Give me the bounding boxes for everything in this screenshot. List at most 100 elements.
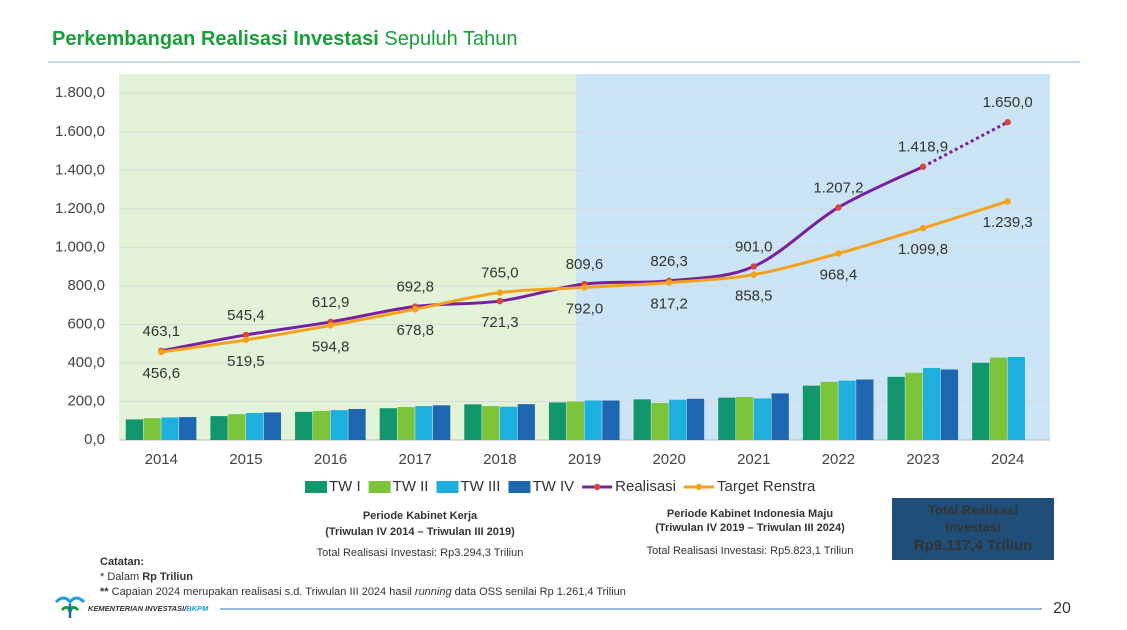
period-range: (Triwulan IV 2014 – Triwulan III 2019) bbox=[325, 526, 515, 538]
y-tick-label: 0,0 bbox=[84, 431, 105, 448]
bar bbox=[686, 398, 705, 440]
legend-label: TW I bbox=[329, 478, 361, 495]
bar bbox=[228, 414, 246, 440]
bar bbox=[379, 408, 397, 440]
value-label: 765,0 bbox=[481, 265, 519, 282]
bar bbox=[923, 367, 941, 440]
logo bbox=[54, 596, 86, 618]
value-label: 1.207,2 bbox=[813, 179, 863, 196]
value-label: 1.099,8 bbox=[898, 241, 948, 258]
note-text: Dalam bbox=[104, 571, 142, 583]
bar bbox=[548, 402, 567, 440]
bar bbox=[820, 381, 838, 440]
marker bbox=[242, 336, 250, 344]
total-amount: Rp9.117,4 Triliun bbox=[914, 537, 1032, 554]
bar bbox=[499, 406, 518, 440]
note: * Dalam Rp Triliun bbox=[100, 571, 193, 583]
y-tick-label: 400,0 bbox=[67, 354, 105, 371]
bar bbox=[312, 410, 331, 440]
marker bbox=[1004, 198, 1011, 205]
legend-label: TW III bbox=[460, 478, 500, 495]
bar bbox=[718, 397, 736, 440]
line bbox=[161, 165, 924, 353]
value-label: 463,1 bbox=[143, 323, 181, 340]
value-label: 594,8 bbox=[312, 338, 350, 355]
title-rest: Sepuluh Tahun bbox=[384, 28, 517, 50]
marker bbox=[750, 271, 757, 278]
bar bbox=[838, 380, 856, 440]
legend-swatch bbox=[436, 481, 459, 493]
marker bbox=[496, 289, 504, 296]
total-label: Total Realisasi bbox=[928, 502, 1018, 517]
x-tick-label: 2015 bbox=[229, 451, 262, 468]
y-tick-label: 800,0 bbox=[67, 277, 105, 294]
y-tick-label: 1.200,0 bbox=[55, 200, 105, 217]
bar bbox=[887, 376, 905, 440]
y-tick-label: 1.400,0 bbox=[55, 161, 105, 178]
period-total: Total Realisasi Investasi: Rp5.823,1 Tri… bbox=[647, 545, 854, 557]
bar bbox=[125, 419, 144, 440]
bar bbox=[856, 379, 874, 440]
marker bbox=[581, 284, 588, 291]
legend-swatch bbox=[508, 481, 531, 493]
bar bbox=[210, 416, 228, 440]
marker bbox=[412, 306, 419, 313]
page-number: 20 bbox=[1053, 600, 1071, 617]
note-mark: ** bbox=[100, 586, 109, 598]
value-label: 1.650,0 bbox=[983, 94, 1033, 111]
bar bbox=[735, 397, 754, 440]
bar bbox=[940, 369, 959, 440]
x-tick-label: 2017 bbox=[399, 451, 432, 468]
bar bbox=[348, 408, 366, 440]
bar bbox=[397, 407, 415, 440]
period-background bbox=[119, 74, 577, 440]
legend-swatch bbox=[305, 481, 327, 493]
x-tick-label: 2019 bbox=[568, 451, 601, 468]
note-text: Capaian 2024 merupakan realisasi s.d. Tr… bbox=[109, 586, 415, 598]
period-background bbox=[576, 74, 1050, 440]
value-label: 1.418,9 bbox=[898, 139, 948, 156]
marker bbox=[665, 279, 673, 286]
bar bbox=[905, 372, 923, 440]
value-label: 692,8 bbox=[396, 279, 434, 296]
value-label: 826,3 bbox=[650, 253, 688, 270]
bar bbox=[602, 400, 620, 440]
period-title: Periode Kabinet Kerja bbox=[363, 510, 478, 522]
marker bbox=[242, 331, 250, 339]
bar bbox=[482, 406, 500, 440]
marker bbox=[919, 224, 927, 232]
period-total: Total Realisasi Investasi: Rp3.294,3 Tri… bbox=[317, 547, 524, 559]
value-label: 1.239,3 bbox=[983, 214, 1033, 231]
bar bbox=[143, 418, 161, 440]
value-label: 968,4 bbox=[820, 266, 858, 283]
logo-text: BKPM bbox=[186, 604, 209, 613]
period-range: (Triwulan IV 2019 – Triwulan III 2024) bbox=[655, 522, 845, 534]
bar bbox=[584, 400, 602, 440]
bar bbox=[771, 393, 789, 440]
value-label: 858,5 bbox=[735, 288, 773, 305]
bar bbox=[415, 406, 433, 440]
bar bbox=[330, 410, 348, 440]
notes-heading: Catatan: bbox=[100, 556, 144, 568]
plot: 0,0 200,0 400,0 600,0 800,0 1.000,0 1.200,0 1.4… bbox=[55, 74, 1050, 495]
logo-text: KEMENTERIAN INVESTASI/BKPM bbox=[88, 604, 209, 613]
bar bbox=[517, 404, 535, 440]
bar bbox=[972, 362, 990, 440]
x-tick-label: 2023 bbox=[906, 451, 939, 468]
value-label: 678,8 bbox=[396, 322, 434, 339]
marker bbox=[496, 297, 504, 305]
legend-label: Realisasi bbox=[615, 478, 676, 495]
x-tick-label: 2022 bbox=[822, 451, 855, 468]
y-tick-label: 200,0 bbox=[67, 392, 105, 409]
marker bbox=[835, 204, 842, 211]
bar bbox=[802, 385, 821, 440]
value-label: 792,0 bbox=[566, 300, 604, 317]
value-label: 612,9 bbox=[312, 294, 350, 311]
slide-title: Perkembangan Realisasi Investasi Sepuluh… bbox=[52, 28, 518, 50]
x-tick-label: 2020 bbox=[652, 451, 685, 468]
x-tick-label: 2016 bbox=[314, 451, 347, 468]
y-tick-label: 1.800,0 bbox=[55, 84, 105, 101]
bar bbox=[633, 399, 651, 440]
x-tick-label: 2024 bbox=[991, 451, 1024, 468]
note-text: Rp Triliun bbox=[142, 571, 193, 583]
